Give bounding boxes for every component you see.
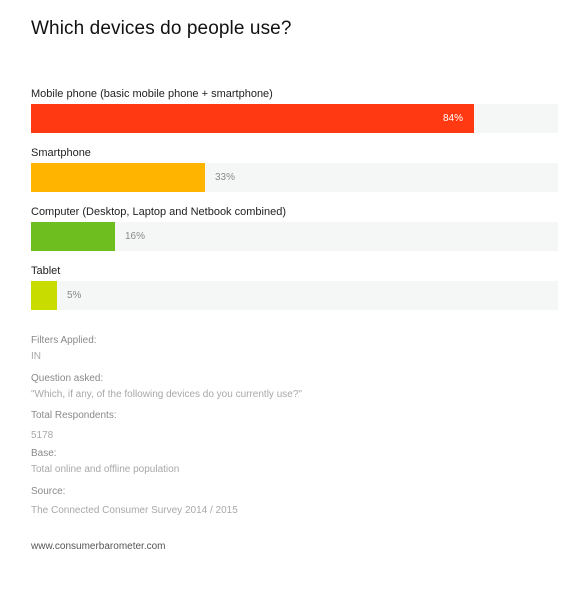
bar-value-label: 33%	[215, 172, 236, 183]
bar-chart: Mobile phone (basic mobile phone + smart…	[31, 87, 558, 323]
bar-label: Smartphone	[31, 147, 91, 159]
base-value: Total online and offline population	[31, 464, 180, 475]
bar-value-label: 5%	[67, 290, 82, 301]
filters-label: Filters Applied:	[31, 335, 97, 346]
source-value: The Connected Consumer Survey 2014 / 201…	[31, 505, 238, 516]
bar-value-label: 16%	[125, 231, 146, 242]
chart-title: Which devices do people use?	[31, 18, 292, 39]
bar-label: Computer (Desktop, Laptop and Netbook co…	[31, 206, 286, 218]
respondents-value: 5178	[31, 430, 54, 441]
bar	[31, 104, 474, 133]
bar	[31, 222, 115, 251]
bar-track: 84%	[31, 104, 558, 133]
question-value: "Which, if any, of the following devices…	[31, 389, 302, 400]
respondents-label: Total Respondents:	[31, 410, 117, 421]
bar-label: Tablet	[31, 265, 61, 277]
bar-label: Mobile phone (basic mobile phone + smart…	[31, 88, 273, 100]
filters-value: IN	[31, 351, 41, 362]
question-label: Question asked:	[31, 373, 104, 384]
source-label: Source:	[31, 486, 66, 497]
bar-track: 33%	[31, 163, 558, 192]
bar	[31, 163, 205, 192]
bar-value-label: 84%	[442, 113, 463, 124]
footer-url[interactable]: www.consumerbarometer.com	[31, 541, 166, 552]
bar-track: 16%	[31, 222, 558, 251]
base-label: Base:	[31, 448, 57, 459]
bar	[31, 281, 57, 310]
bar-track: 5%	[31, 281, 558, 310]
